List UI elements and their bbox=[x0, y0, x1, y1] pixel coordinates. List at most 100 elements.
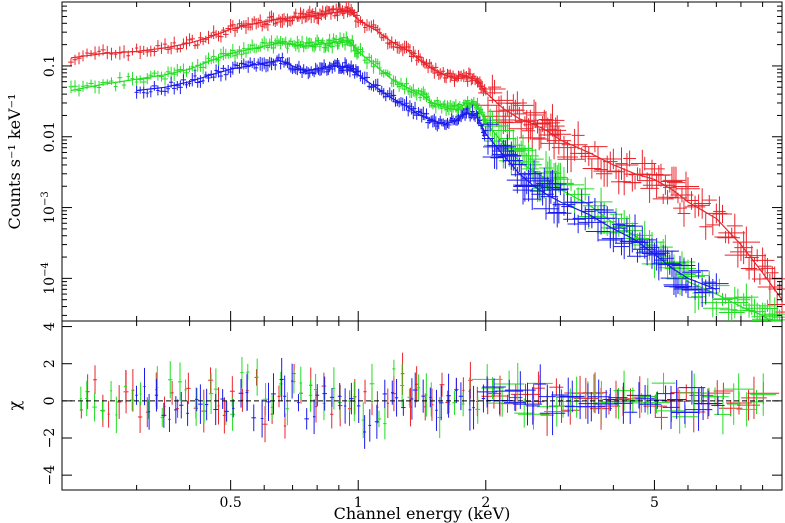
data-point bbox=[411, 83, 415, 97]
data-point bbox=[68, 80, 74, 94]
data-point bbox=[214, 64, 218, 77]
residual-point bbox=[750, 373, 777, 416]
residual-point bbox=[344, 388, 347, 424]
data-point bbox=[180, 74, 187, 86]
residual-point bbox=[186, 372, 191, 404]
data-point bbox=[552, 193, 576, 216]
data-point bbox=[151, 80, 158, 91]
data-point bbox=[441, 66, 446, 76]
data-point bbox=[490, 145, 504, 170]
data-point bbox=[177, 44, 184, 53]
residual-point bbox=[643, 391, 670, 414]
residual-point bbox=[504, 371, 536, 409]
data-point bbox=[468, 98, 475, 108]
data-point bbox=[557, 146, 585, 173]
residual-point bbox=[421, 379, 426, 413]
data-point bbox=[295, 15, 299, 22]
data-point bbox=[200, 61, 206, 74]
residual-point bbox=[312, 399, 316, 435]
data-point bbox=[458, 110, 465, 123]
residual-point bbox=[245, 374, 249, 411]
data-point bbox=[237, 19, 242, 29]
data-point bbox=[315, 12, 322, 25]
residual-point bbox=[363, 415, 367, 449]
residual-point bbox=[231, 399, 235, 418]
data-point bbox=[126, 72, 130, 81]
data-point bbox=[657, 189, 678, 205]
residual-point bbox=[604, 387, 617, 411]
residual-point bbox=[283, 413, 287, 439]
data-point bbox=[377, 88, 382, 95]
data-point bbox=[758, 253, 772, 279]
data-point bbox=[508, 119, 534, 138]
data-point bbox=[363, 71, 367, 85]
residual-y-tick-label: 0 bbox=[42, 396, 58, 405]
residual-point bbox=[511, 362, 525, 406]
data-point bbox=[475, 97, 480, 111]
data-point bbox=[673, 202, 687, 214]
data-point bbox=[351, 39, 356, 51]
data-point bbox=[765, 266, 779, 280]
data-point bbox=[358, 16, 363, 25]
data-point bbox=[466, 100, 472, 110]
residual-point bbox=[107, 400, 110, 428]
data-point bbox=[481, 117, 499, 132]
data-point bbox=[594, 159, 609, 180]
data-point bbox=[531, 183, 554, 206]
data-point bbox=[233, 49, 237, 62]
data-point bbox=[230, 43, 236, 58]
data-point bbox=[549, 129, 572, 140]
data-point bbox=[673, 280, 699, 294]
residual-point bbox=[525, 387, 540, 425]
residual-point bbox=[308, 378, 313, 412]
residual-point bbox=[262, 406, 268, 443]
residual-point bbox=[374, 404, 379, 439]
data-point bbox=[198, 75, 203, 88]
data-point bbox=[186, 33, 193, 47]
data-point bbox=[423, 108, 430, 120]
data-point bbox=[389, 79, 394, 88]
data-point bbox=[230, 61, 236, 75]
residual-panel-frame bbox=[61, 320, 783, 491]
data-point bbox=[730, 242, 752, 262]
data-point bbox=[353, 43, 359, 58]
residual-point bbox=[92, 392, 97, 422]
residual-point bbox=[551, 384, 568, 406]
data-point bbox=[706, 214, 720, 236]
residual-point bbox=[208, 367, 213, 394]
data-point bbox=[512, 175, 534, 205]
residual-point bbox=[176, 399, 179, 418]
data-point bbox=[514, 110, 540, 131]
residual-point bbox=[412, 372, 418, 408]
data-point bbox=[682, 257, 701, 287]
data-point bbox=[688, 262, 709, 279]
data-point bbox=[148, 70, 154, 80]
residual-y-tick-label: 2 bbox=[42, 359, 58, 368]
residual-point bbox=[148, 393, 151, 430]
data-point bbox=[181, 38, 186, 49]
residual-point bbox=[241, 388, 244, 412]
data-point bbox=[104, 79, 110, 86]
residual-point bbox=[638, 378, 658, 415]
data-point bbox=[88, 50, 94, 57]
data-point bbox=[80, 80, 86, 92]
data-point bbox=[183, 68, 190, 78]
residual-y-tick-label: 4 bbox=[42, 322, 58, 331]
data-point bbox=[226, 52, 231, 59]
data-point bbox=[198, 32, 203, 44]
data-point bbox=[156, 70, 160, 81]
data-point bbox=[701, 276, 717, 289]
data-point bbox=[223, 68, 228, 81]
data-point bbox=[492, 139, 515, 163]
data-point bbox=[172, 36, 176, 50]
data-point bbox=[522, 118, 536, 144]
data-point bbox=[538, 169, 567, 199]
residual-point bbox=[85, 374, 90, 410]
data-point bbox=[701, 194, 717, 206]
data-point bbox=[195, 58, 201, 72]
residual-point bbox=[116, 385, 122, 419]
data-point bbox=[269, 57, 274, 71]
data-point bbox=[121, 45, 127, 59]
residual-point bbox=[475, 394, 481, 424]
data-point bbox=[332, 12, 338, 19]
